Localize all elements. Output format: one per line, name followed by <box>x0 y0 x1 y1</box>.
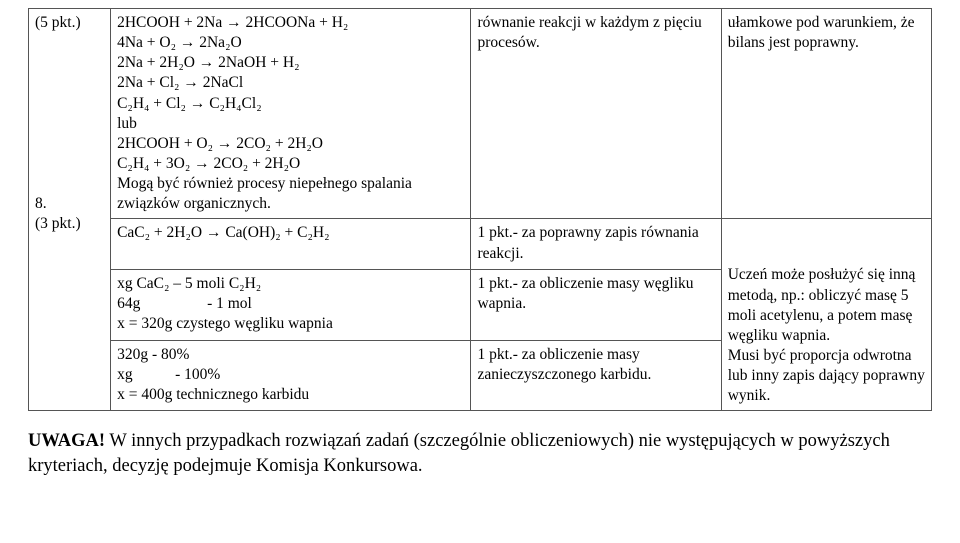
page: (5 pkt.) 8. (3 pkt.) 2HCOOH + 2Na → 2HCO… <box>0 0 960 543</box>
cell-points: (5 pkt.) 8. (3 pkt.) <box>29 9 111 411</box>
equation: CaC₂ + 2H₂O → Ca(OH)₂ + C₂H₂ <box>117 224 329 241</box>
task-number: 8. <box>35 195 47 212</box>
cell-criteria: równanie reakcji w każdym z pięciu proce… <box>471 9 721 219</box>
note-bold: UWAGA! <box>28 431 105 451</box>
cell-criteria: 1 pkt.- za obliczenie masy węgliku wapni… <box>471 269 721 340</box>
cell-remarks: ułamkowe pod warunkiem, że bilans jest p… <box>721 9 931 219</box>
table-row: (5 pkt.) 8. (3 pkt.) 2HCOOH + 2Na → 2HCO… <box>29 9 932 219</box>
equation: C₂H₄ + Cl₂ → C₂H₄Cl₂ <box>117 95 262 112</box>
text: lub <box>117 115 137 132</box>
cell-remarks: Uczeń może posłużyć się inną metodą, np.… <box>721 219 931 411</box>
text: 64g <box>117 294 207 314</box>
cell-equations: 2HCOOH + 2Na → 2HCOONa + H₂ 4Na + O₂ → 2… <box>111 9 471 219</box>
equation: C₂H₄ + 3O₂ → 2CO₂ + 2H₂O <box>117 155 300 172</box>
text: Uczeń może posłużyć się inną metodą, np.… <box>728 266 916 343</box>
points-label: (5 pkt.) <box>35 14 81 31</box>
note-text: W innych przypadkach rozwiązań zadań (sz… <box>28 431 890 476</box>
equation: 2HCOOH + O₂ → 2CO₂ + 2H₂O <box>117 135 323 152</box>
text: - 1 mol <box>207 295 252 312</box>
equation: 2Na + 2H₂O → 2NaOH + H₂ <box>117 54 299 71</box>
cell-criteria: 1 pkt.- za poprawny zapis równania reakc… <box>471 219 721 269</box>
text: Musi być proporcja odwrotna lub inny zap… <box>728 347 925 404</box>
text: x = 320g czystego węgliku wapnia <box>117 315 333 332</box>
footer-note: UWAGA! W innych przypadkach rozwiązań za… <box>28 429 932 479</box>
text: Mogą być również procesy niepełnego spal… <box>117 175 412 212</box>
text: xg CaC₂ – 5 moli C₂H₂ <box>117 275 261 292</box>
cell-calc: 320g - 80% xg- 100% x = 400g techniczneg… <box>111 340 471 411</box>
equation: 2HCOOH + 2Na → 2HCOONa + H₂ <box>117 14 348 31</box>
text: x = 400g technicznego karbidu <box>117 386 309 403</box>
cell-calc: xg CaC₂ – 5 moli C₂H₂ 64g- 1 mol x = 320… <box>111 269 471 340</box>
equation: 2Na + Cl₂ → 2NaCl <box>117 74 243 91</box>
table-row: CaC₂ + 2H₂O → Ca(OH)₂ + C₂H₂ 1 pkt.- za … <box>29 219 932 269</box>
text: - 100% <box>175 366 220 383</box>
text: 320g - 80% <box>117 346 189 363</box>
equation: 4Na + O₂ → 2Na₂O <box>117 34 242 51</box>
points-label: (3 pkt.) <box>35 215 81 232</box>
grading-table: (5 pkt.) 8. (3 pkt.) 2HCOOH + 2Na → 2HCO… <box>28 8 932 411</box>
cell-equations: CaC₂ + 2H₂O → Ca(OH)₂ + C₂H₂ <box>111 219 471 269</box>
cell-criteria: 1 pkt.- za obliczenie masy zanieczyszczo… <box>471 340 721 411</box>
text: xg <box>117 365 175 385</box>
